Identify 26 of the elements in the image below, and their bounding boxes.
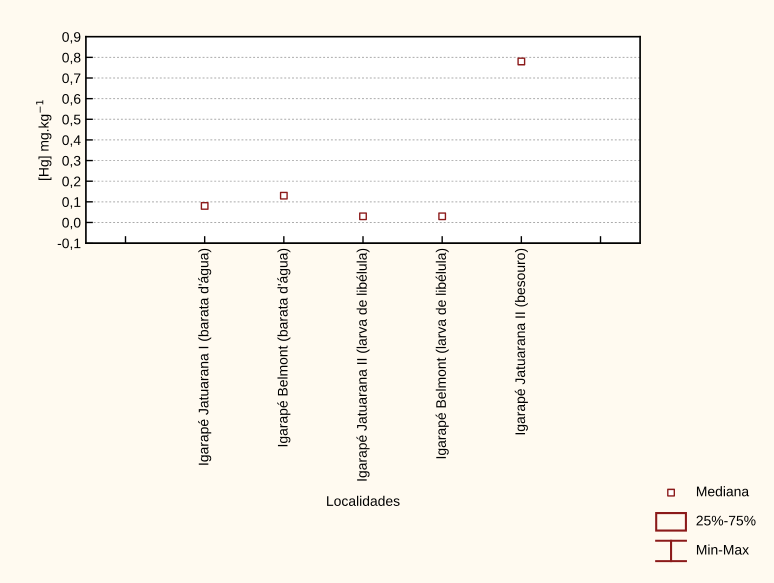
point: [200, 202, 209, 210]
y-tick-label: 0,7: [62, 73, 80, 85]
legend-label: Mediana: [696, 486, 750, 496]
x-axis-title: Localidades: [327, 496, 400, 506]
y-tick-label: 0,0: [62, 218, 81, 230]
x-tick-label: Igarapé Jatuarana II (larva de libélula): [356, 248, 370, 481]
y-axis-title: [Hg] mg.kg$^{−1}$: [36, 100, 52, 180]
point: [359, 212, 367, 220]
text: 25%-75%: [696, 516, 756, 526]
point: [438, 212, 446, 220]
y-tick-label: 0,2: [62, 176, 80, 188]
y-tick-label: 0,9: [62, 32, 80, 44]
y-tick-label: 0,3: [62, 156, 80, 168]
x-tick-label: Igarapé Jatuarana I (barata d'água): [198, 248, 212, 465]
y-tick-label: 0,8: [62, 52, 80, 64]
point: [280, 192, 288, 200]
y-tick-label: 0,1: [62, 197, 80, 209]
y-tick-label: 0,5: [62, 114, 80, 126]
x-tick-label: Igarapé Belmont (larva de libélula): [436, 248, 449, 458]
point: [517, 58, 526, 66]
y-tick-label: -0,1: [58, 238, 80, 250]
x-tick-label: Igarapé Jatuarana II (besouro): [514, 248, 528, 434]
x-tick-label: Igarapé Belmont (barata d'água): [277, 248, 290, 446]
y-tick-label: 0,4: [62, 135, 81, 147]
y-tick-label: 0,6: [62, 94, 80, 106]
text: Min-Max: [696, 544, 749, 555]
